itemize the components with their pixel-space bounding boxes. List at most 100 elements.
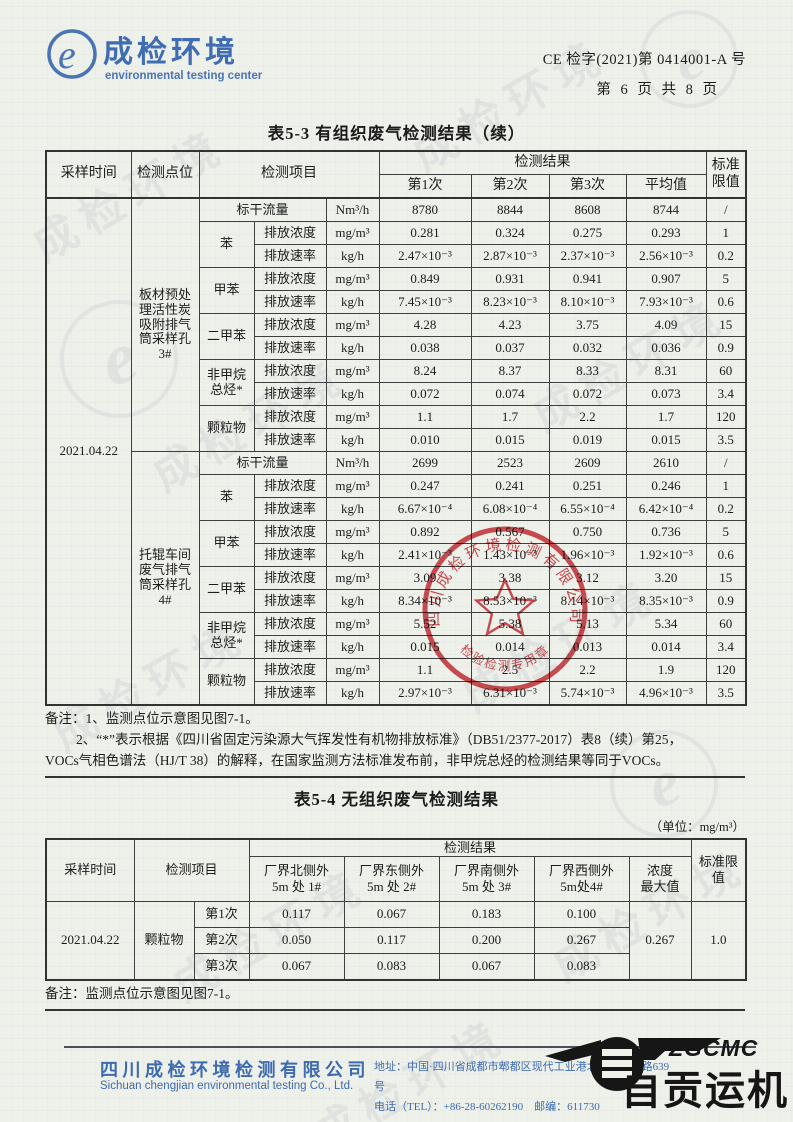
cell: 120 <box>705 405 747 429</box>
cell: kg/h <box>325 336 380 360</box>
cell: 排放速率 <box>253 543 327 567</box>
cell: 0.247 <box>378 474 472 498</box>
cell: 8.10×10⁻³ <box>548 290 627 314</box>
zgcmc-bar-icon <box>602 1060 632 1067</box>
page-header: e 成检环境 environmental testing center CE 检… <box>45 22 748 112</box>
col-header: 第3次 <box>548 174 627 199</box>
cell: 3.5 <box>705 681 747 706</box>
cell: 第3次 <box>193 953 250 981</box>
footer-divider <box>64 1046 756 1048</box>
table-5-4-note: 备注：监测点位示意图见图7-1。 <box>45 984 745 1005</box>
cell: 0.9 <box>705 589 747 613</box>
cell: 3.09 <box>378 566 472 590</box>
cell: Nm³/h <box>325 451 380 475</box>
cell: 8.14×10⁻³ <box>548 589 627 613</box>
cell: 0.019 <box>548 428 627 452</box>
table-row: 2021.04.22 板材预处理活性炭吸附排气筒采样孔3# 标干流量 Nm³/h… <box>45 197 747 706</box>
cell: 6.42×10⁻⁴ <box>625 497 707 521</box>
col-header-line: 浓度 <box>647 862 674 878</box>
cell: 1.92×10⁻³ <box>625 543 707 567</box>
col-header-line: 厂界西侧外 <box>549 862 615 878</box>
cell: 1.1 <box>378 658 472 682</box>
cell: mg/m³ <box>325 474 380 498</box>
cell: 0.036 <box>625 336 707 360</box>
table-row: 甲苯 排放浓度 mg/m³ 0.849 0.931 0.941 0.907 5 <box>46 267 747 314</box>
cell: 5.13 <box>548 612 627 636</box>
cell: 2.56×10⁻³ <box>625 244 707 268</box>
col-header: 标准 限值 <box>705 150 747 199</box>
cell: 1 <box>705 221 747 245</box>
cell: 0.246 <box>625 474 707 498</box>
cell: 2.41×10⁻³ <box>378 543 472 567</box>
cell: 0.9 <box>705 336 747 360</box>
cell: 0.567 <box>470 520 550 544</box>
col-header-line: 5m处4# <box>560 879 603 895</box>
cell: kg/h <box>325 543 380 567</box>
logo-e-icon: e <box>58 32 76 77</box>
zgcmc-left-wing-icon <box>545 1040 601 1062</box>
cell: 4.96×10⁻³ <box>625 681 707 706</box>
cell: 1 <box>705 474 747 498</box>
cell: 0.200 <box>438 927 535 955</box>
cell: 3.38 <box>470 566 550 590</box>
cell: 120 <box>705 658 747 682</box>
cell: 苯 <box>198 474 255 521</box>
cell: 排放速率 <box>253 244 327 268</box>
col-header-line: 5m 处 3# <box>461 879 512 895</box>
cell: 排放速率 <box>253 681 327 706</box>
cell: 1.0 <box>690 901 747 981</box>
col-header-line: 5m 处 2# <box>366 879 417 895</box>
cell: 0.2 <box>705 497 747 521</box>
cell: 排放速率 <box>253 635 327 659</box>
cell: 5 <box>705 520 747 544</box>
table-row: 苯 排放浓度 mg/m³ 0.281 0.324 0.275 0.293 1 <box>46 221 747 268</box>
table-row: 采样时间 检测点位 检测项目 检测结果 标准 限值 <box>45 150 747 199</box>
cell: 1.7 <box>470 405 550 429</box>
col-header: 浓度 最大值 <box>628 856 692 903</box>
cell: 1.9 <box>625 658 707 682</box>
zgcmc-right-wing-icon <box>638 1038 721 1060</box>
col-header: 平均值 <box>625 174 707 199</box>
cell: 0.117 <box>343 927 440 955</box>
cell: / <box>705 197 747 222</box>
cell: kg/h <box>325 244 380 268</box>
cell: 排放速率 <box>253 336 327 360</box>
col-header: 第1次 <box>378 174 472 199</box>
cell: 8608 <box>548 197 627 222</box>
cell: 排放速率 <box>253 428 327 452</box>
cell: / <box>705 451 747 475</box>
cell: 8.31 <box>625 359 707 383</box>
point-cell: 板材预处理活性炭吸附排气筒采样孔3# <box>130 197 200 452</box>
cell: 0.074 <box>470 382 550 406</box>
cell: 第1次 <box>193 901 250 929</box>
cell: 0.100 <box>533 901 630 929</box>
cell: 2.37×10⁻³ <box>548 244 627 268</box>
col-header-line: 限值 <box>711 174 740 190</box>
table-5-4: 采样时间 检测项目 检测结果 标准限值 厂界北侧外 5m 处 1# 厂界东侧外 … <box>45 837 748 982</box>
cell: 0.015 <box>625 428 707 452</box>
cell: 0.281 <box>378 221 472 245</box>
cell: 8.23×10⁻³ <box>470 290 550 314</box>
cell: 3.4 <box>705 382 747 406</box>
zgcmc-bar-icon <box>602 1049 632 1056</box>
note-line: 备注：1、监测点位示意图见图7-1。 <box>45 711 259 726</box>
cell: 排放浓度 <box>253 313 327 337</box>
cell: 0.293 <box>625 221 707 245</box>
cell: 排放速率 <box>253 589 327 613</box>
cell: 5 <box>705 267 747 291</box>
cell: 6.55×10⁻⁴ <box>548 497 627 521</box>
cell: 0.072 <box>548 382 627 406</box>
col-header: 标准限值 <box>690 838 747 903</box>
col-header: 厂界南侧外 5m 处 3# <box>438 856 535 903</box>
cell: 3.20 <box>625 566 707 590</box>
cell: Nm³/h <box>325 197 380 222</box>
cell: 3.75 <box>548 313 627 337</box>
col-header-line: 最大值 <box>640 879 680 895</box>
table-row: 第2次 0.050 0.117 0.200 0.267 <box>46 927 746 955</box>
cell: 标干流量 <box>198 197 327 222</box>
cell: mg/m³ <box>325 313 380 337</box>
footer-company-cn: 四川成检环境检测有限公司 <box>100 1060 370 1080</box>
cell: 排放浓度 <box>253 566 327 590</box>
note-line: 2、“*”表示根据《四川省固定污染源大气挥发性有机物排放标准》（DB51/237… <box>76 731 683 747</box>
cell: 4.28 <box>378 313 472 337</box>
